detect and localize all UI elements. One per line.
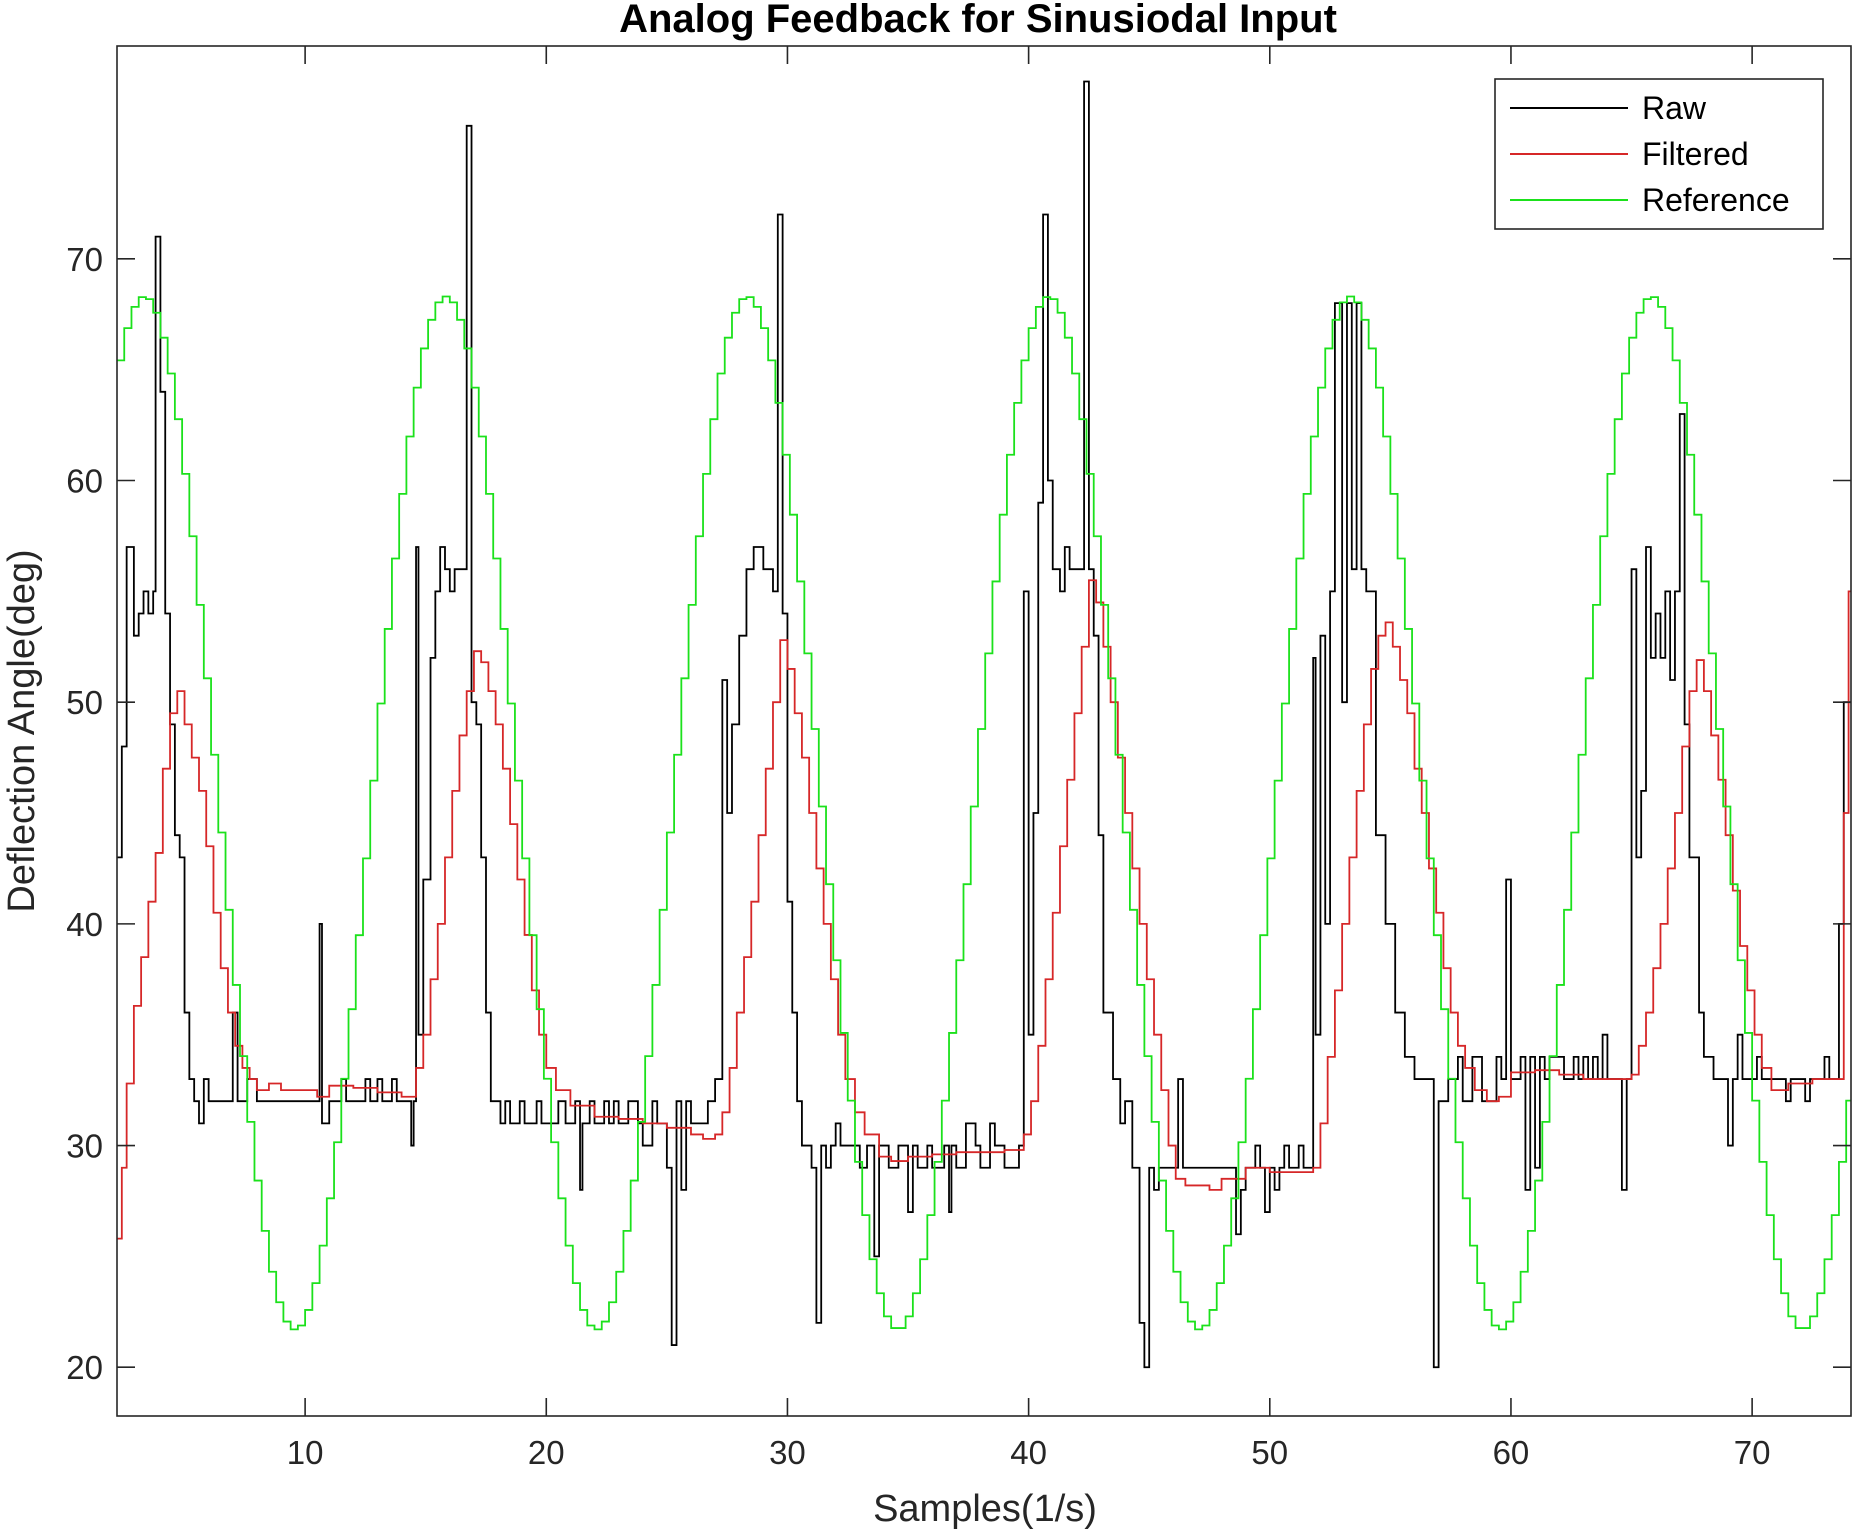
y-tick-label: 30 bbox=[66, 1128, 103, 1165]
x-tick-label: 40 bbox=[1010, 1434, 1047, 1471]
axis-ticks bbox=[117, 46, 1851, 1416]
x-tick-label: 10 bbox=[287, 1434, 324, 1471]
legend-label-filtered: Filtered bbox=[1642, 136, 1749, 172]
y-tick-label: 60 bbox=[66, 462, 103, 499]
y-tick-label: 50 bbox=[66, 684, 103, 721]
series-line-reference bbox=[117, 295, 1851, 1331]
series-line-raw bbox=[117, 80, 1851, 1369]
legend-items: Raw Filtered Reference bbox=[1510, 90, 1790, 218]
y-tick-label: 20 bbox=[66, 1349, 103, 1386]
x-tick-label: 50 bbox=[1251, 1434, 1288, 1471]
plot-background bbox=[117, 46, 1851, 1416]
y-tick-label: 40 bbox=[66, 906, 103, 943]
x-tick-label: 20 bbox=[528, 1434, 565, 1471]
legend-label-raw: Raw bbox=[1642, 90, 1707, 126]
x-tick-label: 70 bbox=[1734, 1434, 1771, 1471]
chart-title: Analog Feedback for Sinusiodal Input bbox=[619, 0, 1337, 41]
x-tick-label: 60 bbox=[1493, 1434, 1530, 1471]
plot-frame bbox=[116, 45, 1852, 1417]
legend-label-reference: Reference bbox=[1642, 182, 1790, 218]
legend: Raw Filtered Reference bbox=[1494, 78, 1824, 230]
tick-labels: 10 20 30 40 50 60 70 20 30 40 50 60 70 bbox=[66, 241, 1770, 1471]
x-tick-label: 30 bbox=[769, 1434, 806, 1471]
x-axis-label: Samples(1/s) bbox=[873, 1488, 1097, 1530]
y-axis-label: Deflection Angle(deg) bbox=[1, 549, 43, 912]
series-layer bbox=[117, 80, 1851, 1369]
series-line-filtered bbox=[117, 579, 1851, 1240]
plot-area bbox=[116, 45, 1852, 1417]
y-tick-label: 70 bbox=[66, 241, 103, 278]
